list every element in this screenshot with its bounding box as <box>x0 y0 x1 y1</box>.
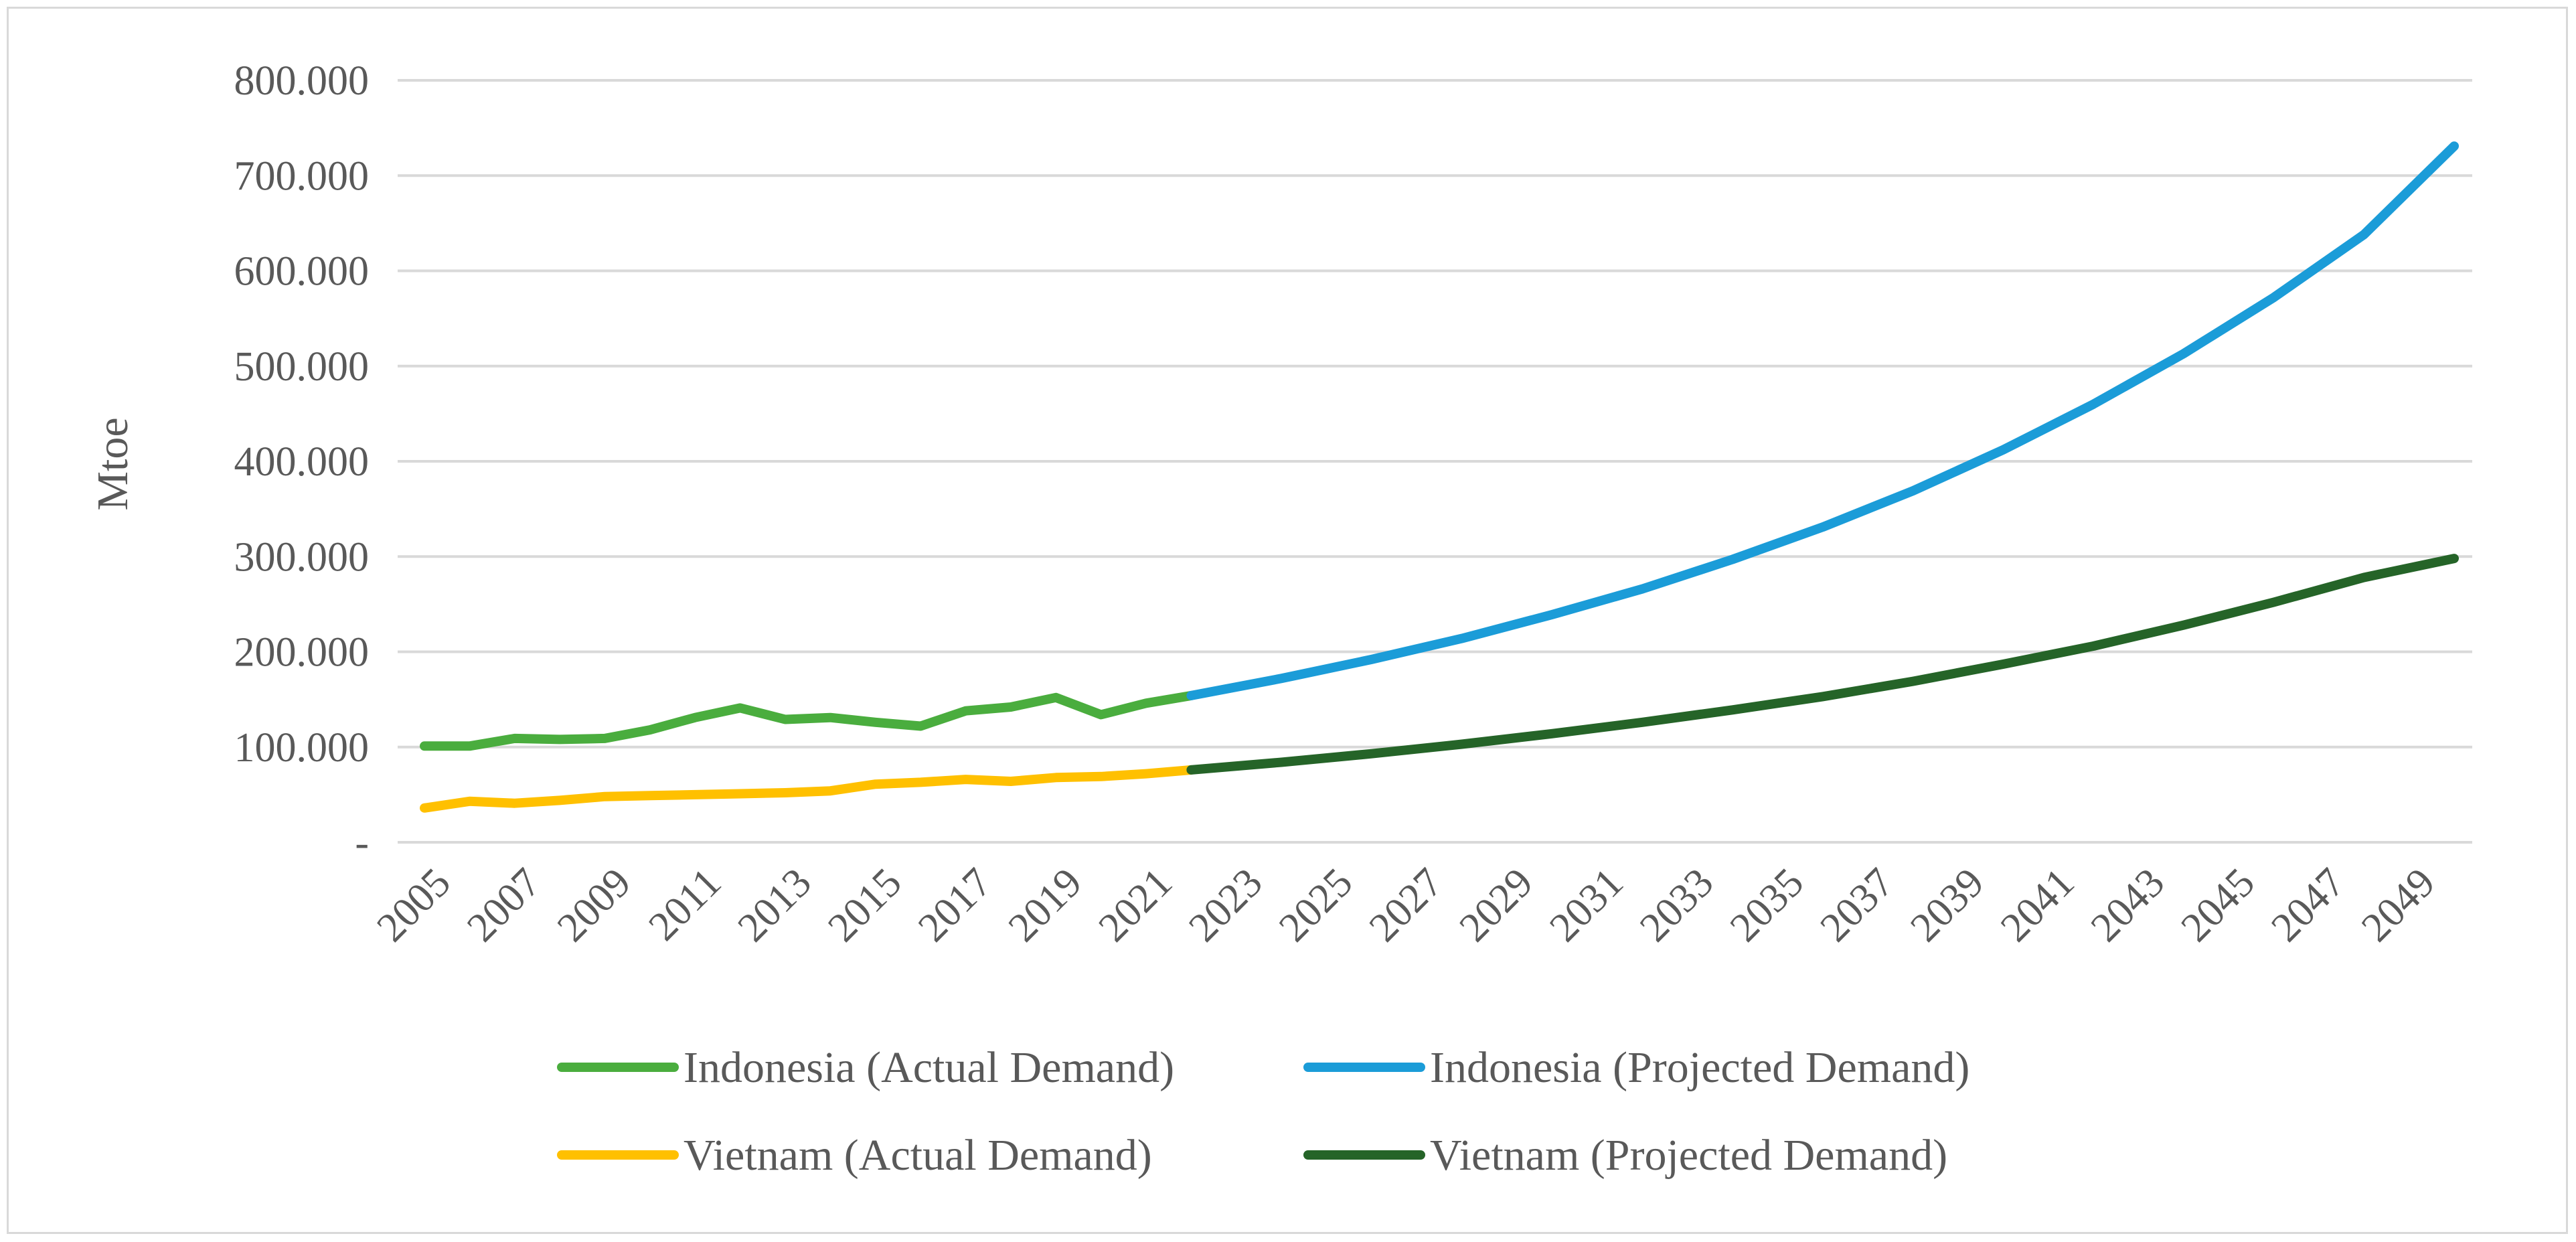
x-tick-label: 2043 <box>2083 860 2174 951</box>
legend-label: Vietnam (Actual Demand) <box>683 1131 1152 1180</box>
series-line-3 <box>420 765 1196 813</box>
y-axis-title: Mtoe <box>88 417 137 510</box>
x-tick-label: 2009 <box>549 860 640 951</box>
y-tick-label: 700.000 <box>234 153 370 199</box>
x-tick-label: 2019 <box>1000 860 1091 951</box>
x-tick-label: 2013 <box>729 860 820 951</box>
y-tick-label: - <box>355 820 369 866</box>
y-tick-label: 200.000 <box>234 630 370 676</box>
line-chart: - 100.000 200.000 300.000 400.000 500.000 600.… <box>88 58 2472 1180</box>
x-tick-label: 2029 <box>1451 860 1542 951</box>
x-tick-label: 2005 <box>368 860 459 951</box>
gridlines <box>398 79 2472 844</box>
x-tick-label: 2015 <box>819 860 910 951</box>
series-line-1 <box>420 690 1196 751</box>
x-tick-label: 2023 <box>1180 860 1271 951</box>
y-tick-label: 500.000 <box>234 344 370 390</box>
y-tick-label: 800.000 <box>234 58 370 104</box>
x-tick-label: 2035 <box>1722 860 1813 951</box>
series-lines <box>420 141 2459 813</box>
x-tick-label: 2037 <box>1812 860 1903 951</box>
legend: Indonesia (Actual Demand) Indonesia (Proj… <box>557 1043 1969 1180</box>
y-tick-label: 100.000 <box>234 725 370 771</box>
x-tick-label: 2025 <box>1271 860 1362 951</box>
y-axis: - 100.000 200.000 300.000 400.000 500.000 600.… <box>234 58 370 866</box>
x-tick-label: 2047 <box>2263 860 2354 951</box>
x-tick-label: 2049 <box>2353 860 2444 951</box>
chart-frame: - 100.000 200.000 300.000 400.000 500.000 600.… <box>7 7 2568 1234</box>
x-tick-label: 2031 <box>1541 860 1632 951</box>
y-tick-label: 400.000 <box>234 439 370 485</box>
x-tick-label: 2011 <box>640 860 730 949</box>
x-tick-label: 2027 <box>1361 860 1452 951</box>
x-tick-label: 2017 <box>910 860 1001 951</box>
series-line-4 <box>1186 554 2459 775</box>
legend-label: Indonesia (Actual Demand) <box>683 1043 1174 1092</box>
legend-label: Indonesia (Projected Demand) <box>1430 1043 1969 1092</box>
x-tick-label: 2007 <box>459 860 550 951</box>
x-tick-label: 2039 <box>1902 860 1993 951</box>
y-tick-label: 600.000 <box>234 249 370 295</box>
legend-label: Vietnam (Projected Demand) <box>1430 1131 1947 1180</box>
x-tick-label: 2021 <box>1090 860 1181 951</box>
x-tick-label: 2045 <box>2172 860 2263 951</box>
x-tick-label: 2033 <box>1631 860 1722 951</box>
x-tick-label: 2041 <box>1992 860 2083 951</box>
y-tick-label: 300.000 <box>234 534 370 580</box>
series-line-2 <box>1186 141 2459 700</box>
